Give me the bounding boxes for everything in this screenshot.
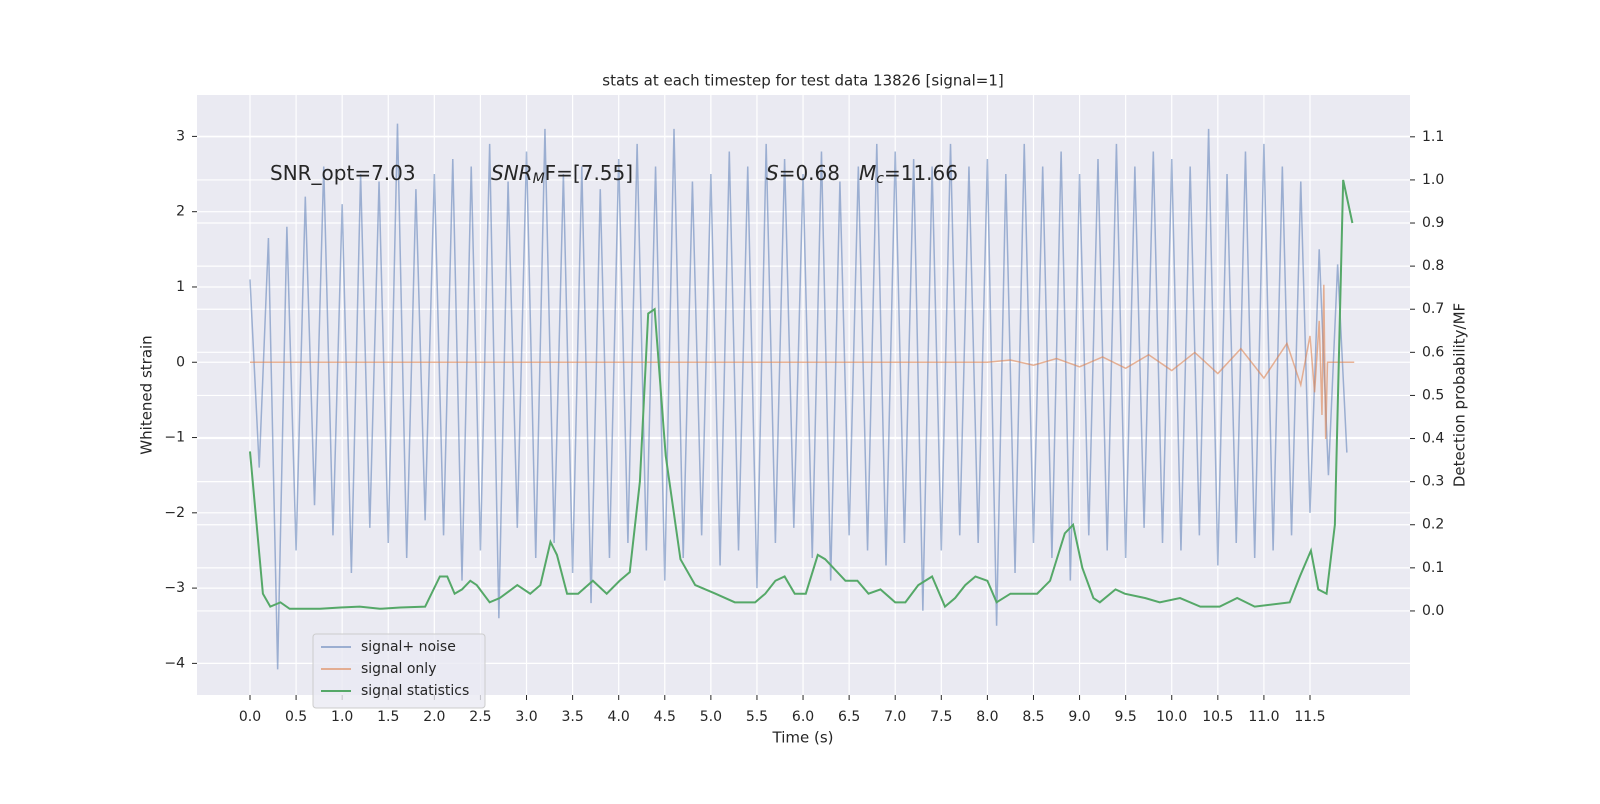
y2-tick-label: 0.9 (1422, 215, 1444, 231)
y-axis-label: Whitened strain (138, 335, 156, 454)
annotation-rest: F=[7.55] (545, 161, 633, 185)
x-tick-label: 4.0 (608, 709, 630, 725)
legend-label: signal statistics (361, 683, 469, 699)
x-tick-label: 10.0 (1156, 709, 1187, 725)
x-tick-label: 8.0 (976, 709, 998, 725)
x-tick-label: 10.5 (1202, 709, 1233, 725)
y2-tick-label: 1.0 (1422, 172, 1444, 188)
annotation: S=0.68 (766, 161, 840, 185)
x-tick-label: 2.5 (469, 709, 491, 725)
series-line (250, 284, 1355, 440)
annotation-base: S (766, 161, 779, 185)
x-tick-label: 1.0 (331, 709, 353, 725)
legend-label: signal+ noise (361, 639, 456, 655)
x-tick-label: 3.5 (561, 709, 583, 725)
annotation-base: SNR (491, 161, 533, 185)
x-tick-label: 4.5 (654, 709, 676, 725)
annotation-sub: M (533, 171, 545, 187)
annotation: SNR_opt=7.03 (270, 161, 416, 185)
y2-tick-label: 0.2 (1422, 517, 1444, 533)
x-tick-label: 11.5 (1294, 709, 1325, 725)
y-tick-label: 3 (176, 128, 185, 144)
x-tick-label: 5.0 (700, 709, 722, 725)
y-tick-label: −3 (164, 580, 185, 596)
y2-tick-label: 0.6 (1422, 344, 1444, 360)
annotation: Mc=11.66 (859, 161, 958, 188)
annotation-sub: c (876, 171, 884, 187)
x-tick-label: 1.5 (377, 709, 399, 725)
y-tick-label: 2 (176, 204, 185, 220)
annotation-rest: =11.66 (884, 161, 958, 185)
x-tick-label: 5.5 (746, 709, 768, 725)
y2-tick-label: 0.0 (1422, 603, 1444, 619)
y-tick-label: −4 (164, 655, 185, 671)
y2-tick-label: 0.3 (1422, 474, 1444, 490)
x-tick-label: 9.5 (1115, 709, 1137, 725)
y2-tick-label: 0.8 (1422, 258, 1444, 274)
x-tick-label: 6.5 (838, 709, 860, 725)
y2-tick-label: 0.4 (1422, 431, 1444, 447)
y-tick-label: −1 (164, 430, 185, 446)
x-tick-label: 11.0 (1248, 709, 1279, 725)
x-tick-label: 7.0 (884, 709, 906, 725)
annotation-rest: =0.68 (779, 161, 840, 185)
series-line (249, 123, 1348, 670)
y2-tick-label: 0.7 (1422, 301, 1444, 317)
series-line (249, 179, 1354, 610)
x-tick-label: 9.0 (1068, 709, 1090, 725)
legend-label: signal only (361, 661, 436, 677)
y2-tick-label: 0.5 (1422, 387, 1444, 403)
x-tick-label: 8.5 (1022, 709, 1044, 725)
y-tick-label: 0 (176, 354, 185, 370)
x-tick-label: 7.5 (930, 709, 952, 725)
y2-tick-label: 1.1 (1422, 129, 1444, 145)
x-tick-label: 3.0 (515, 709, 537, 725)
x-tick-label: 6.0 (792, 709, 814, 725)
chart-title: stats at each timestep for test data 138… (602, 72, 1003, 90)
annotation: SNRMF=[7.55] (491, 161, 633, 188)
y2-tick-label: 0.1 (1422, 560, 1444, 576)
y-tick-label: −2 (164, 505, 185, 521)
x-tick-label: 0.0 (239, 709, 261, 725)
x-tick-label: 2.0 (423, 709, 445, 725)
x-axis-label: Time (s) (772, 729, 834, 747)
legend-box (312, 633, 486, 709)
annotation-text: SNR_opt=7.03 (270, 161, 416, 185)
x-tick-label: 0.5 (285, 709, 307, 725)
y-tick-label: 1 (176, 279, 185, 295)
annotation-base: M (859, 161, 876, 185)
y2-axis-label: Detection probability/MF (1451, 303, 1469, 487)
